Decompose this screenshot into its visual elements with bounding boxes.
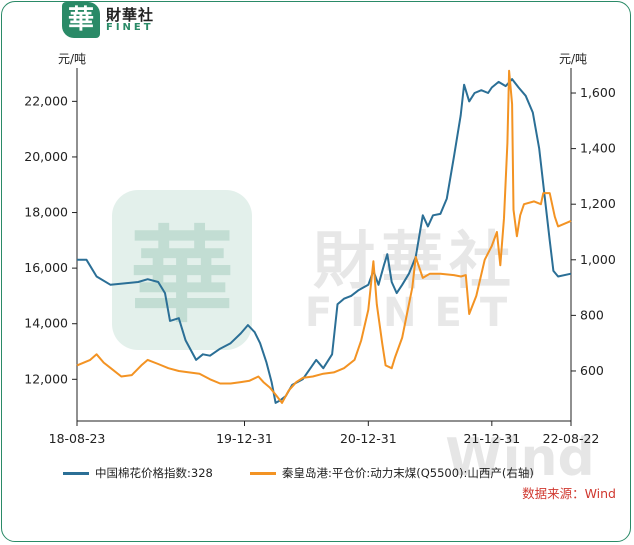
x-axis-tick-label: 21-12-31 <box>463 431 520 446</box>
left-axis-tick-label: 16,000 <box>24 260 68 275</box>
series-line-cotton-index <box>77 78 572 404</box>
x-axis-tick-label: 18-08-23 <box>49 431 106 446</box>
left-axis-tick-label: 12,000 <box>24 371 68 386</box>
legend-item-coal: 秦皇岛港:平仓价:动力末煤(Q5500):山西产(右轴) <box>250 465 534 481</box>
x-axis-tick-label: 19-12-31 <box>216 431 273 446</box>
left-axis-unit: 元/吨 <box>58 52 87 66</box>
right-axis-tick-label: 1,600 <box>580 85 616 100</box>
finet-logo-english: FINET <box>106 22 154 33</box>
left-axis-tick-label: 18,000 <box>24 205 68 220</box>
watermark-english: FINET <box>305 290 525 336</box>
left-axis-tick-label: 22,000 <box>24 93 68 108</box>
watermark-badge <box>112 190 252 350</box>
finet-logo-chinese: 財華社 <box>106 6 155 24</box>
right-axis-tick-label: 1,200 <box>580 196 616 211</box>
x-axis-tick-label: 22-08-22 <box>543 431 600 446</box>
left-axis-tick-label: 20,000 <box>24 149 68 164</box>
finet-logo-mark: 華 <box>62 2 100 38</box>
right-axis-tick-label: 1,000 <box>580 252 616 267</box>
legend-label-coal: 秦皇岛港:平仓价:动力末煤(Q5500):山西产(右轴) <box>282 466 534 480</box>
right-axis-tick-label: 600 <box>580 363 604 378</box>
watermark-wind: Wind <box>445 428 594 488</box>
data-source-note: 数据来源：Wind <box>522 486 616 501</box>
finet-logo: 華 財華社 FINET <box>62 2 222 40</box>
right-axis-tick-label: 1,400 <box>580 141 616 156</box>
right-axis-tick-label: 800 <box>580 307 604 322</box>
right-axis-unit: 元/吨 <box>559 52 588 66</box>
x-axis-tick-label: 20-12-31 <box>340 431 397 446</box>
left-axis-tick-label: 14,000 <box>24 316 68 331</box>
legend-swatch-cotton <box>63 472 89 475</box>
series-line-coal-price <box>76 69 572 404</box>
watermark-mark: 華 <box>130 214 234 337</box>
legend-label-cotton: 中国棉花价格指数:328 <box>95 466 213 480</box>
legend-item-cotton: 中国棉花价格指数:328 <box>63 465 213 481</box>
legend-swatch-coal <box>250 472 276 475</box>
